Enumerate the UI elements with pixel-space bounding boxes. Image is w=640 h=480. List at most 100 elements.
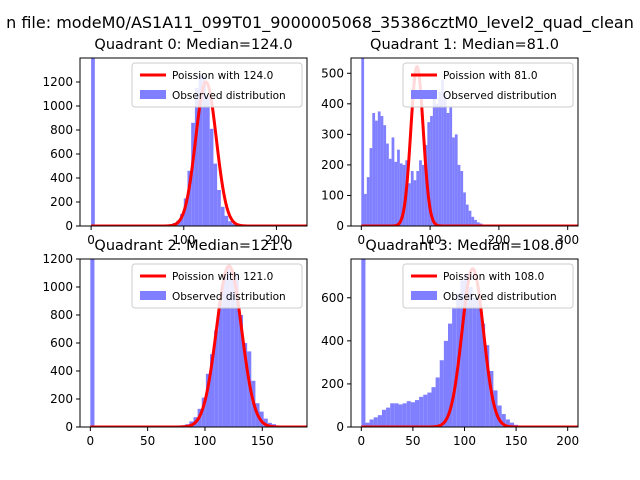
histogram-bar (452, 308, 457, 427)
histogram-bar (501, 414, 506, 427)
histogram-bar (419, 396, 424, 427)
histogram-bar (463, 192, 466, 226)
legend-label-observed: Observed distribution (172, 291, 286, 303)
histogram-bar (446, 112, 450, 226)
x-tick-label: 100 (453, 434, 476, 448)
subplot-title: Quadrant 2: Median=121.0 (94, 238, 292, 254)
histogram-bar (464, 274, 469, 427)
poisson-curve (360, 65, 578, 226)
x-tick-label: 0 (357, 434, 365, 448)
legend-label-observed: Observed distribution (443, 291, 557, 303)
legend-label-poisson: Poission with 81.0 (443, 70, 538, 82)
legend-patch-swatch (411, 291, 437, 300)
subplot-3: 0 50 100 150 200 0 200 400 600 Quadrant 3: Median… (321, 238, 579, 448)
y-tick-label: 1000 (42, 280, 73, 294)
poisson-curve (89, 264, 307, 427)
x-tick-label: 200 (556, 434, 579, 448)
histogram-bar (187, 170, 192, 226)
histogram-bar (373, 417, 378, 427)
y-tick-label: 0 (336, 219, 344, 233)
subplot-title: Quadrant 3: Median=108.0 (365, 238, 563, 254)
histogram-bar (416, 171, 420, 226)
y-tick-label: 0 (336, 420, 344, 434)
legend-patch-swatch (140, 291, 166, 300)
legend: Poission with 81.0 Observed distribution (402, 62, 574, 108)
legend-patch-swatch (411, 90, 437, 99)
histogram-bar (431, 387, 436, 427)
y-tick-label: 400 (50, 364, 73, 378)
histogram-bar (410, 171, 414, 226)
histogram-bar (452, 137, 455, 226)
histogram-bar (381, 409, 387, 427)
histogram-bar (377, 415, 382, 427)
histogram-bar (443, 340, 448, 427)
histogram-bar (217, 190, 221, 226)
legend-box (131, 62, 303, 108)
y-tick-label: 200 (50, 392, 73, 406)
histogram-bar (361, 58, 365, 226)
subplot-title: Quadrant 0: Median=124.0 (94, 37, 292, 53)
histogram-bar (449, 106, 453, 226)
histogram-bar (231, 223, 236, 226)
histogram-bar (402, 403, 407, 427)
histogram-bar (206, 96, 210, 226)
histogram-bar (263, 418, 268, 427)
histogram-bar (472, 297, 477, 427)
y-tick-label: 600 (50, 147, 73, 161)
histogram-bar (414, 400, 420, 427)
histogram-bar (364, 193, 367, 226)
histogram-bar (380, 116, 384, 226)
x-tick-label: 0 (87, 233, 95, 247)
histogram-bar (243, 343, 248, 427)
x-tick-label: 100 (194, 434, 217, 448)
x-tick-label: 0 (357, 233, 365, 247)
y-tick-label: 200 (321, 377, 344, 391)
histogram-bar (427, 392, 432, 427)
histogram-bar (238, 315, 244, 427)
x-tick-label: 50 (140, 434, 155, 448)
histogram-bar (91, 58, 95, 226)
legend-label-observed: Observed distribution (443, 90, 557, 102)
histogram-bar (180, 214, 184, 226)
histogram-bar (460, 280, 465, 427)
y-tick-label: 400 (321, 334, 344, 348)
histogram-bar (454, 134, 458, 226)
legend-label-poisson: Poission with 108.0 (443, 271, 544, 283)
histogram-bar (222, 278, 227, 427)
histogram-bar (430, 116, 433, 226)
x-tick-label: 200 (265, 233, 288, 247)
histogram-bar (509, 422, 515, 427)
y-tick-label: 1200 (42, 252, 73, 266)
histogram-bar (394, 161, 398, 226)
histogram-bar (468, 287, 473, 427)
y-tick-label: 600 (321, 291, 344, 305)
legend: Poission with 124.0 Observed distribution (131, 62, 303, 108)
histogram-bar (224, 215, 229, 226)
x-tick-label: 150 (251, 434, 274, 448)
histogram-bar (443, 94, 447, 226)
x-tick-label: 150 (505, 434, 528, 448)
histogram-bar (191, 122, 195, 226)
histogram-bar (214, 330, 219, 427)
y-tick-label: 200 (321, 158, 344, 172)
histogram-bar (220, 206, 225, 226)
histogram-bar (413, 180, 417, 226)
x-tick-label: 300 (556, 233, 579, 247)
histogram-bar (432, 97, 436, 226)
histogram-bar (226, 266, 231, 427)
plot-area (89, 259, 307, 427)
histogram-bar (198, 74, 203, 226)
histogram-bar (471, 216, 475, 226)
axes-frame (79, 57, 308, 227)
histogram-bar (205, 373, 211, 427)
legend-label-poisson: Poission with 124.0 (172, 70, 273, 82)
histogram-bar (474, 219, 477, 226)
histogram-bar (394, 403, 399, 427)
histogram-bar (468, 210, 472, 226)
histogram-bar (410, 402, 415, 427)
y-tick-label: 100 (321, 188, 344, 202)
x-tick-label: 50 (405, 434, 420, 448)
plot-area (90, 58, 307, 226)
histogram-bar (369, 419, 374, 427)
